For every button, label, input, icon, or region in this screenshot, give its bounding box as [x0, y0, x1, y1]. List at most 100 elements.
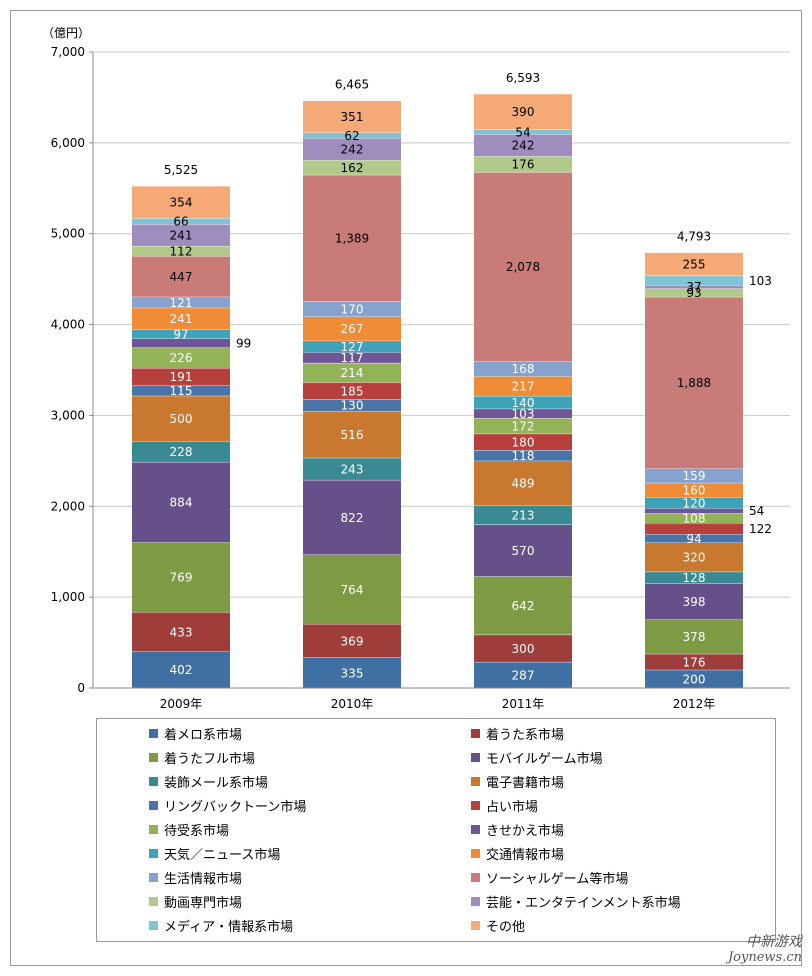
- bar-segment: [474, 376, 572, 396]
- legend-label: ソーシャルゲーム等市場: [486, 871, 629, 887]
- data-label: 121: [170, 296, 193, 310]
- chart-frame: [10, 10, 802, 966]
- data-label: 191: [170, 370, 193, 384]
- data-label: 2,078: [506, 260, 540, 274]
- data-label: 241: [170, 312, 193, 326]
- data-label: 884: [170, 496, 193, 510]
- legend-swatch: [471, 896, 480, 906]
- bar-segment: [474, 156, 572, 173]
- legend-label: メディア・情報系市場: [164, 919, 294, 935]
- data-label: 120: [683, 496, 706, 510]
- bar-segment: [132, 185, 230, 219]
- bar-segment: [474, 134, 572, 157]
- data-label: 390: [512, 105, 535, 119]
- bar-segment: [132, 338, 230, 348]
- bar-segment: [303, 340, 401, 353]
- legend-swatch: [149, 752, 158, 762]
- data-label: 255: [683, 258, 706, 272]
- data-label: 335: [341, 666, 364, 680]
- legend-swatch: [149, 896, 158, 906]
- legend-swatch: [471, 752, 480, 762]
- bar-segment: [474, 505, 572, 525]
- data-label: 642: [512, 599, 535, 613]
- data-label: 287: [512, 668, 535, 682]
- data-label: 320: [683, 551, 706, 565]
- data-label: 62: [344, 129, 359, 143]
- legend-label: 電子書籍市場: [486, 775, 565, 791]
- bar-segment: [474, 634, 572, 662]
- bar-segment: [474, 408, 572, 419]
- data-label: 66: [173, 215, 188, 229]
- bar-segment: [132, 395, 230, 442]
- data-label: 764: [341, 583, 364, 597]
- legend-item: リングバックトーン市場: [149, 795, 306, 815]
- data-label: 108: [683, 512, 706, 526]
- data-label: 570: [512, 544, 535, 558]
- data-label: 214: [341, 366, 364, 380]
- data-label: 228: [170, 445, 193, 459]
- data-label: 128: [683, 571, 706, 585]
- data-label: 369: [341, 634, 364, 648]
- data-label: 176: [683, 655, 706, 669]
- x-tick-label: 2010年: [331, 697, 374, 711]
- x-tick-label: 2011年: [502, 697, 545, 711]
- data-label: 117: [341, 351, 364, 365]
- data-label: 769: [170, 571, 193, 585]
- data-label: 447: [170, 270, 193, 284]
- legend-swatch: [471, 776, 480, 786]
- legend-label: 芸能・エンタテインメント系市場: [486, 895, 681, 911]
- bar-segment: [474, 433, 572, 451]
- bar-segment: [303, 410, 401, 458]
- legend-swatch: [471, 920, 480, 930]
- bar-segment: [303, 554, 401, 625]
- data-label: 130: [341, 399, 364, 413]
- legend-label: 天気／ニュース市場: [164, 847, 281, 863]
- bar-segment: [645, 669, 743, 688]
- bar-segment: [645, 468, 743, 483]
- data-label: 243: [341, 462, 364, 476]
- data-label: 241: [170, 229, 193, 243]
- bar-segment: [132, 612, 230, 652]
- data-label: 500: [170, 412, 193, 426]
- legend-swatch: [149, 728, 158, 738]
- data-label: 94: [686, 532, 701, 546]
- bar-segment: [303, 174, 401, 302]
- data-label: 93: [686, 286, 701, 300]
- total-label: 4,793: [677, 230, 711, 244]
- data-label: 300: [512, 642, 535, 656]
- legend-item: 着うたフル市場: [149, 747, 255, 767]
- bar-segment: [303, 382, 401, 400]
- data-label: 112: [170, 245, 193, 259]
- total-label: 6,465: [335, 78, 369, 92]
- y-tick-label: 5,000: [51, 227, 85, 241]
- legend-label: 交通情報市場: [486, 847, 565, 863]
- legend-label: 占い市場: [486, 799, 539, 815]
- data-label: 242: [341, 143, 364, 157]
- data-label: 398: [683, 595, 706, 609]
- bar-segment: [303, 479, 401, 555]
- legend-label: モバイルゲーム市場: [486, 751, 603, 767]
- legend-label: 待受系市場: [164, 823, 230, 839]
- bar-segment: [474, 460, 572, 506]
- legend-item: 交通情報市場: [471, 843, 564, 863]
- legend-item: ソーシャルゲーム等市場: [471, 867, 628, 887]
- bar-segment: [132, 461, 230, 543]
- data-label: 118: [512, 449, 535, 463]
- bar-segment: [474, 524, 572, 577]
- y-tick-label: 2,000: [51, 499, 85, 513]
- data-label: 176: [512, 158, 535, 172]
- bar-segment: [303, 657, 401, 688]
- data-label: 103: [512, 407, 535, 421]
- bar-segment: [474, 361, 572, 377]
- data-label: 213: [512, 508, 535, 522]
- bar-segment: [303, 132, 401, 139]
- data-label: 378: [683, 630, 706, 644]
- legend-item: 電子書籍市場: [471, 771, 564, 791]
- bar-segment: [474, 661, 572, 688]
- legend-item: モバイルゲーム市場: [471, 747, 603, 767]
- data-label: 185: [341, 384, 364, 398]
- data-label: 1,888: [677, 376, 711, 390]
- y-tick-label: 0: [77, 681, 85, 695]
- data-label: 433: [170, 625, 193, 639]
